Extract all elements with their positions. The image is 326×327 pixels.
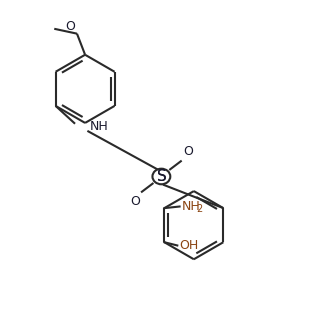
Text: O: O	[183, 145, 193, 158]
Text: OH: OH	[179, 239, 198, 252]
Text: 2: 2	[196, 204, 202, 214]
Ellipse shape	[153, 169, 170, 184]
Text: S: S	[156, 169, 166, 184]
Text: NH: NH	[182, 200, 201, 213]
Text: O: O	[66, 20, 75, 33]
Text: O: O	[130, 195, 140, 208]
Text: NH: NH	[90, 120, 109, 133]
Text: S: S	[156, 169, 166, 184]
